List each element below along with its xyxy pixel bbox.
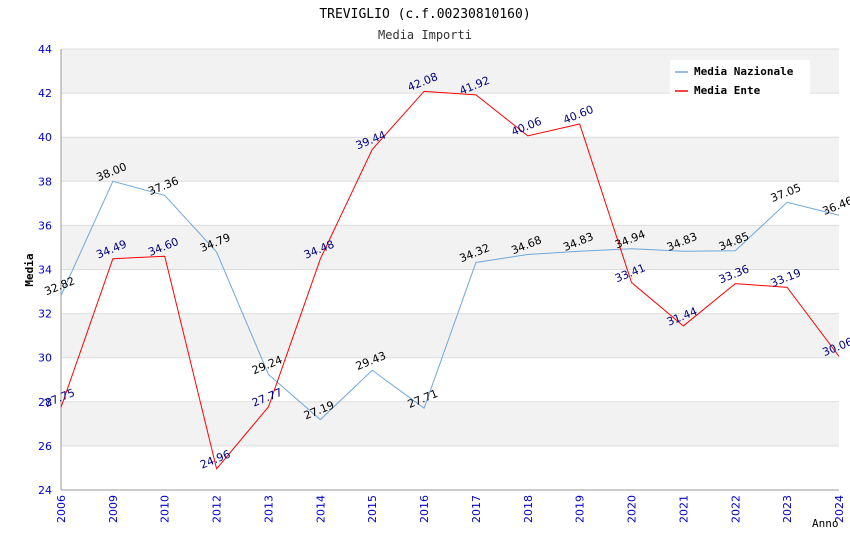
series-line-media-nazionale: [60, 180, 840, 421]
x-tick-label: 2016: [418, 495, 431, 523]
y-tick-label: 38: [38, 175, 52, 188]
legend-label-media-nazionale: Media Nazionale: [694, 65, 794, 78]
x-tick-label: 2018: [522, 495, 535, 523]
x-axis-label: Anno: [812, 517, 839, 530]
x-tick-label: 2014: [314, 495, 327, 523]
plot-band: [61, 445, 839, 490]
plot-band: [61, 137, 839, 182]
x-tick-label: 2022: [729, 495, 742, 523]
plot-band: [61, 401, 839, 446]
plot-band: [61, 269, 839, 314]
x-axis-ticks: 2006 2009 2010 2012 2013 2014 2015 2016 2017 2018…: [55, 495, 846, 523]
x-tick-label: 2024: [833, 495, 846, 523]
plot-band: [61, 181, 839, 226]
x-tick-label: 2012: [211, 495, 224, 523]
chart-title: TREVIGLIO (c.f.00230810160): [319, 7, 530, 22]
y-tick-label: 36: [38, 219, 52, 232]
x-tick-label: 2023: [781, 495, 794, 523]
x-tick-label: 2006: [55, 495, 68, 523]
x-tick-label: 2013: [262, 495, 275, 523]
chart-subtitle: Media Importi: [378, 28, 472, 42]
plot-band: [61, 357, 839, 402]
x-tick-label: 2017: [470, 495, 483, 523]
x-tick-label: 2019: [574, 495, 587, 523]
y-axis-ticks: 24 26 28 30 32 34 36 38 40 42 44: [38, 43, 52, 497]
x-tick-label: 2015: [366, 495, 379, 523]
x-tick-label: 2010: [159, 495, 172, 523]
y-tick-label: 42: [38, 87, 52, 100]
x-tick-label: 2021: [677, 495, 690, 523]
x-tick-label: 2020: [626, 495, 639, 523]
legend-box: [670, 60, 810, 98]
y-tick-label: 28: [38, 396, 52, 409]
plot-band: [61, 93, 839, 138]
y-tick-label: 26: [38, 440, 52, 453]
y-tick-label: 24: [38, 484, 52, 497]
plot-background-bands: [61, 49, 839, 490]
series-line-media-ente: [60, 90, 840, 470]
x-tick-label: 2009: [107, 495, 120, 523]
y-tick-label: 32: [38, 308, 52, 321]
plot-band: [61, 225, 839, 270]
y-tick-label: 44: [38, 43, 52, 56]
y-axis-label: Media: [23, 253, 36, 286]
series-lines: [60, 90, 840, 470]
y-tick-label: 40: [38, 131, 52, 144]
legend: Media Nazionale Media Ente: [670, 60, 810, 98]
y-tick-label: 34: [38, 264, 52, 277]
legend-label-media-ente: Media Ente: [694, 84, 761, 97]
y-tick-label: 30: [38, 352, 52, 365]
